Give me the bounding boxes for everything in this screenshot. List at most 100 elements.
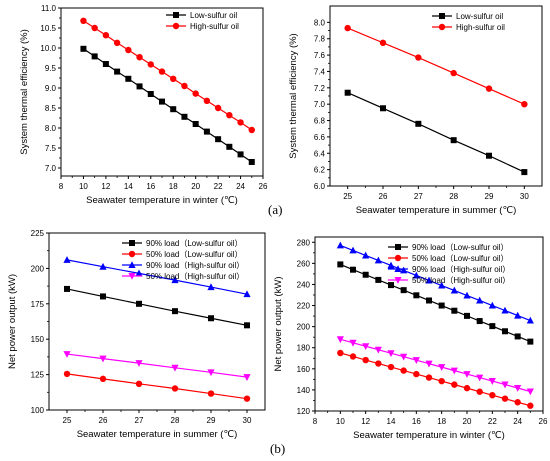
y-tick-label: 6.2 xyxy=(314,166,326,175)
x-axis-label: Seawater temperature in winter (℃) xyxy=(353,430,505,441)
y-axis-label: Net power output (kW) xyxy=(7,274,18,369)
data-point xyxy=(501,381,509,389)
data-point xyxy=(387,261,395,269)
legend-label: 90% load（Low-sulfur oil） xyxy=(146,239,243,248)
data-point xyxy=(463,384,471,392)
data-point xyxy=(450,69,457,77)
data-point xyxy=(243,395,251,402)
y-tick-label: 6.6 xyxy=(314,133,326,142)
data-point xyxy=(514,311,522,319)
y-tick-label: 240 xyxy=(297,280,311,289)
legend-marker xyxy=(439,13,445,19)
data-point xyxy=(486,152,492,159)
data-point xyxy=(349,246,357,254)
data-point xyxy=(374,256,382,264)
data-point xyxy=(102,61,109,67)
legend-label: 50% load（High-sulfur oil） xyxy=(412,276,510,285)
plot-frame xyxy=(60,7,264,177)
y-tick-label: 125 xyxy=(31,371,45,380)
data-point xyxy=(192,121,199,127)
data-point xyxy=(207,390,215,397)
data-point xyxy=(159,98,165,105)
legend-label: 50% load（High-sulfur oil） xyxy=(146,272,244,281)
legend-label: 50% load（Low-sulfur oil） xyxy=(146,250,243,259)
data-point xyxy=(80,17,87,24)
y-tick-label: 10.0 xyxy=(40,44,56,53)
series-3 xyxy=(336,241,534,324)
data-point xyxy=(400,287,407,294)
data-point xyxy=(400,266,408,274)
x-tick-label: 20 xyxy=(191,182,200,191)
legend-marker xyxy=(128,250,136,258)
y-tick-label: 180 xyxy=(297,344,311,353)
data-point xyxy=(125,46,132,54)
data-point xyxy=(237,119,244,126)
legend-label: High-sulfur oil xyxy=(456,23,505,32)
series-2 xyxy=(80,17,255,134)
chart-winter-thermal-efficiency: 8 10 12 14 16 18 20 22 24 26 7.0 7.5 8.0 8.5 9.0 9.5 10.… xyxy=(19,4,268,206)
data-point xyxy=(476,296,484,304)
x-tick-label: 8 xyxy=(59,182,64,191)
data-point xyxy=(337,261,344,268)
data-point xyxy=(203,97,211,105)
series-line xyxy=(340,338,531,393)
data-point xyxy=(80,45,87,52)
y-tick-label: 7.6 xyxy=(314,51,326,60)
x-tick-label: 12 xyxy=(101,182,110,191)
y-tick-label: 7.2 xyxy=(314,84,326,93)
legend-item: Low-sulfur oil xyxy=(166,11,237,20)
x-tick-label: 26 xyxy=(99,416,108,425)
data-point xyxy=(215,136,222,143)
data-point xyxy=(415,54,422,61)
data-point xyxy=(362,343,370,351)
data-point xyxy=(438,364,446,371)
data-point xyxy=(91,53,98,60)
series-line xyxy=(340,244,531,322)
legend-label: 50% load（Low-sulfur oil） xyxy=(412,254,509,263)
data-point xyxy=(400,367,407,374)
data-point xyxy=(243,374,251,381)
chart-summer-thermal-efficiency: 25 26 27 28 29 30 6.0 6.2 6.4 6.6 6.8 7.0 7.2 7.4 7.6 7… xyxy=(288,5,543,216)
x-axis-label: Seawater temperature in winter (℃) xyxy=(86,195,238,206)
chart-winter-net-power: 8 10 12 14 16 18 20 22 24 26 120 140 160 180 200 220 240… xyxy=(273,236,548,441)
series-1 xyxy=(80,45,255,165)
x-tick-label: 22 xyxy=(214,182,223,191)
data-point xyxy=(501,395,509,402)
panel-label-a: (a) xyxy=(268,202,283,217)
data-point xyxy=(171,385,179,392)
data-point xyxy=(99,375,107,383)
legend-marker xyxy=(395,244,401,250)
legend-item: 90% load（High-sulfur oil） xyxy=(388,265,510,274)
legend-item: 50% load（High-sulfur oil） xyxy=(388,276,510,285)
data-point xyxy=(451,381,458,388)
x-tick-label: 29 xyxy=(485,192,494,201)
x-tick-label: 10 xyxy=(79,182,88,191)
data-point xyxy=(476,388,483,395)
data-point xyxy=(147,91,154,97)
x-tick-label: 28 xyxy=(171,416,180,425)
data-point xyxy=(171,364,179,372)
legend-label: Low-sulfur oil xyxy=(456,12,503,21)
x-axis-label: Seawater temperature in summer (℃) xyxy=(356,205,517,216)
x-tick-label: 25 xyxy=(343,192,352,201)
data-point xyxy=(485,85,493,92)
data-point xyxy=(207,283,215,291)
data-point xyxy=(226,112,233,119)
data-point xyxy=(63,370,71,378)
data-point xyxy=(337,349,344,357)
legend-item: Low-sulfur oil xyxy=(432,12,503,21)
data-point xyxy=(425,374,433,381)
data-point xyxy=(226,143,233,150)
data-point xyxy=(248,159,255,165)
data-point xyxy=(344,24,351,32)
data-point xyxy=(91,24,98,32)
y-tick-label: 7.4 xyxy=(314,67,326,76)
data-point xyxy=(387,350,395,358)
x-tick-label: 22 xyxy=(488,417,497,426)
data-point xyxy=(426,297,432,304)
plot-frame xyxy=(48,232,266,411)
data-point xyxy=(147,61,154,68)
data-point xyxy=(349,339,357,347)
x-tick-label: 27 xyxy=(414,192,423,201)
series-1 xyxy=(344,89,528,176)
